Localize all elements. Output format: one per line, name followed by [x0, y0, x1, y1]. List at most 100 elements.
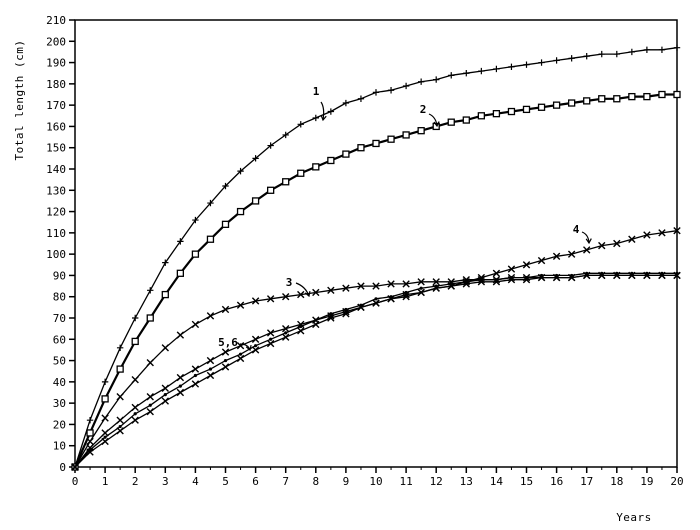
x-axis: 0 1 2 3 4 5 6 7 8 9 10 11 12 13 14 15 16 17 18 19 20 — [72, 467, 684, 488]
y-tick-label: 170 — [46, 99, 66, 112]
data-point — [282, 131, 289, 139]
data-point — [327, 286, 335, 295]
data-point — [583, 271, 591, 280]
x-tick-label: 3 — [162, 475, 169, 488]
data-point — [552, 101, 561, 109]
data-point — [163, 393, 167, 397]
data-point — [402, 290, 410, 299]
data-point — [432, 284, 440, 292]
x-tick-label: 7 — [282, 475, 289, 488]
data-point — [282, 324, 290, 333]
data-point — [508, 63, 515, 71]
data-point — [251, 335, 260, 343]
data-point — [374, 297, 378, 301]
x-tick-label: 4 — [192, 475, 199, 488]
annotation-label: 1 — [313, 85, 320, 98]
x-tick-label: 16 — [550, 475, 563, 488]
data-point — [297, 320, 305, 329]
x-tick-label: 9 — [343, 475, 350, 488]
data-point — [193, 373, 197, 378]
data-point — [221, 363, 230, 371]
data-point — [236, 207, 245, 216]
x-tick-label: 1 — [102, 475, 109, 488]
data-point — [387, 87, 395, 94]
data-point — [342, 310, 350, 318]
data-point — [598, 95, 606, 103]
data-point — [312, 114, 319, 122]
data-point — [357, 95, 365, 102]
series-6 — [71, 271, 681, 471]
data-point — [522, 261, 531, 269]
annotation-arrowhead — [304, 290, 311, 298]
data-point — [101, 378, 109, 386]
data-point — [297, 169, 305, 177]
data-point — [478, 67, 485, 75]
data-point — [673, 271, 681, 280]
data-point — [507, 107, 516, 116]
x-tick-label: 17 — [580, 475, 593, 488]
y-tick-label: 50 — [53, 355, 66, 368]
data-point — [161, 344, 169, 352]
annotation-4: 4 — [573, 223, 592, 245]
y-tick-label: 60 — [53, 333, 66, 346]
x-tick-label: 14 — [490, 475, 504, 488]
y-tick-label: 100 — [46, 248, 66, 261]
data-point — [583, 52, 590, 60]
y-tick-label: 140 — [46, 163, 66, 176]
data-point — [463, 70, 470, 77]
data-point — [237, 167, 244, 175]
data-point — [282, 178, 290, 186]
data-point — [327, 314, 335, 322]
y-tick-label: 20 — [53, 418, 66, 431]
data-point — [284, 331, 288, 335]
data-point — [191, 380, 200, 388]
y-tick-label: 40 — [53, 376, 66, 389]
data-point — [116, 427, 124, 435]
data-point — [236, 354, 245, 363]
data-point — [223, 358, 228, 363]
data-point — [538, 59, 545, 66]
data-point — [236, 341, 245, 350]
data-point — [132, 314, 139, 322]
annotation-arrow — [428, 113, 438, 127]
data-point — [613, 50, 620, 58]
annotation-arrowhead — [585, 238, 592, 245]
y-tick-label: 80 — [53, 291, 66, 304]
data-point — [628, 235, 636, 243]
data-point — [103, 435, 107, 439]
data-point — [71, 463, 79, 471]
data-point — [583, 97, 591, 105]
plot-border — [74, 19, 678, 468]
data-point — [537, 256, 546, 265]
x-tick-label: 2 — [132, 475, 139, 488]
data-point — [176, 373, 185, 382]
data-point — [417, 127, 425, 135]
data-point — [148, 403, 152, 407]
data-point — [658, 90, 666, 99]
data-point — [251, 346, 260, 354]
data-point — [447, 282, 455, 290]
data-point — [282, 333, 290, 341]
data-point — [266, 186, 275, 194]
data-point — [462, 280, 470, 288]
data-point — [86, 437, 94, 446]
data-point — [86, 448, 94, 456]
series-line — [74, 274, 677, 468]
y-tick-label: 110 — [46, 227, 66, 240]
data-point — [86, 429, 94, 437]
data-point — [176, 388, 185, 397]
data-point — [613, 271, 621, 280]
y-tick-label: 190 — [46, 57, 66, 70]
data-point — [178, 384, 182, 388]
data-point — [266, 339, 275, 348]
data-point — [673, 227, 681, 235]
data-point — [146, 393, 154, 401]
series-4 — [71, 227, 681, 471]
data-point — [192, 216, 199, 224]
annotation-arrowhead — [245, 344, 252, 352]
data-point — [312, 320, 320, 329]
data-point — [176, 331, 185, 339]
data-point — [448, 72, 455, 79]
data-point — [131, 403, 139, 412]
series-line — [74, 230, 678, 468]
